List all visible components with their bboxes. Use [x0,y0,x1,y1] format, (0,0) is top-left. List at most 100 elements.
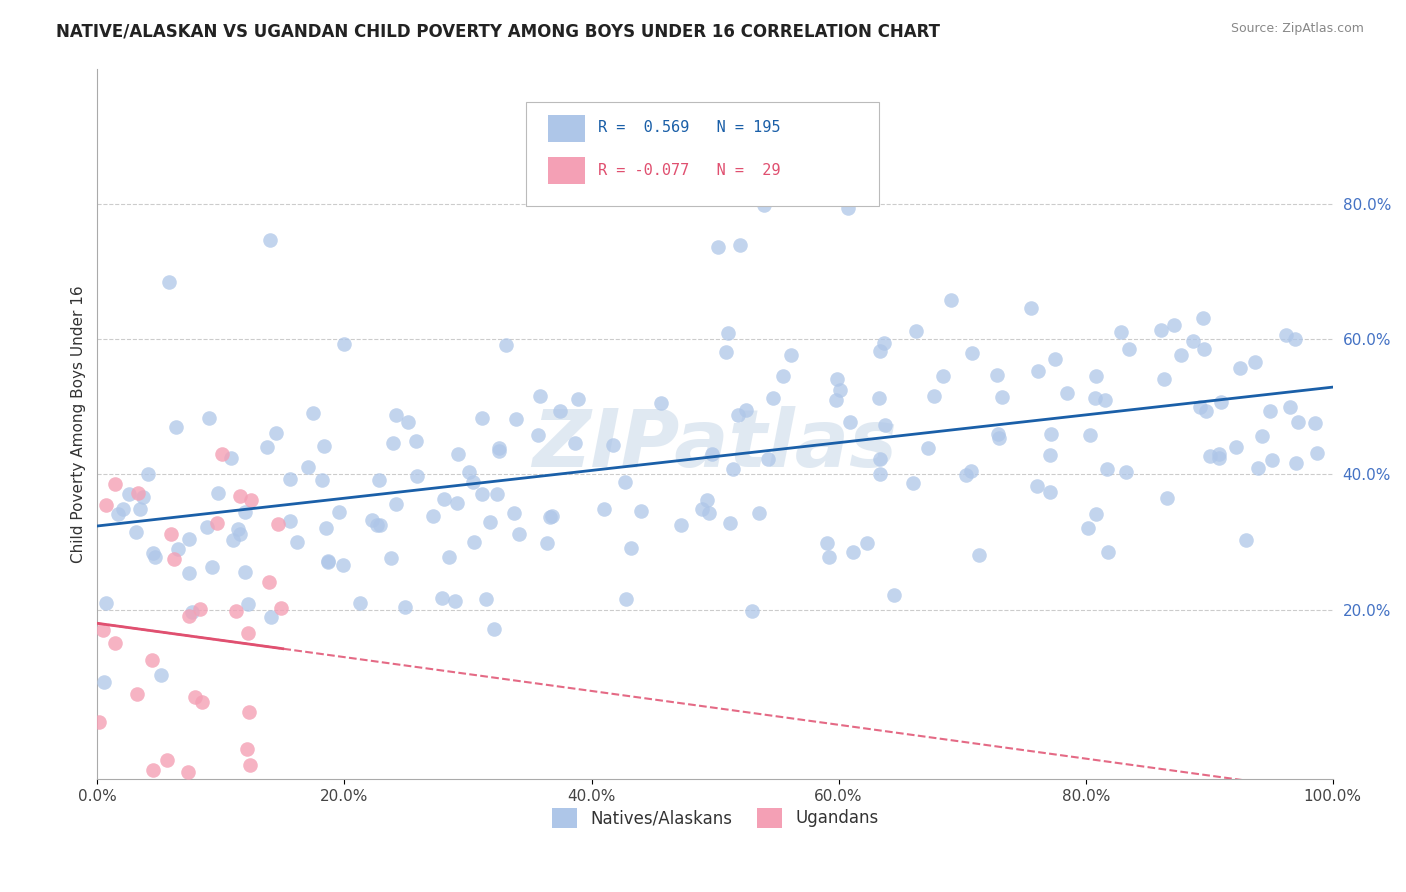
Point [1150,323,1173,337]
Point [165,420,187,434]
Point [1275,328,1298,343]
Point [226,523,249,537]
Point [1153,372,1175,386]
Point [125,524,148,539]
Point [205,516,228,530]
Point [772,369,794,384]
Point [260,609,283,624]
Text: R = -0.077   N =  29: R = -0.077 N = 29 [598,162,780,178]
Point [1261,453,1284,467]
Point [1286,415,1309,429]
Point [1170,348,1192,362]
Point [1095,462,1118,476]
Point [444,594,467,608]
Point [1209,395,1232,409]
Point [955,467,977,482]
Point [868,391,890,405]
Point [1097,545,1119,559]
Point [406,469,429,483]
Point [188,601,211,615]
Point [207,486,229,500]
Point [177,566,200,580]
Point [219,451,242,466]
Point [697,507,720,521]
Point [873,417,896,432]
Point [1258,404,1281,418]
Text: NATIVE/ALASKAN VS UGANDAN CHILD POVERTY AMONG BOYS UNDER 16 CORRELATION CHART: NATIVE/ALASKAN VS UGANDAN CHILD POVERTY … [56,22,941,40]
Point [733,135,755,149]
Point [446,496,468,510]
Point [315,521,337,535]
Point [191,695,214,709]
Point [837,201,859,215]
Point [839,415,862,429]
Point [1251,429,1274,443]
Point [614,592,637,607]
Point [728,238,751,252]
Point [1284,456,1306,470]
Point [924,389,946,403]
Point [748,506,770,520]
Point [602,438,624,452]
Point [1026,479,1049,493]
Point [495,338,517,352]
Point [1094,393,1116,408]
Point [529,389,551,403]
Point [463,534,485,549]
Point [564,435,586,450]
Point [707,239,730,253]
Point [1194,343,1216,357]
Point [256,440,278,454]
Point [236,742,259,756]
Point [842,544,865,558]
Point [901,476,924,491]
Point [128,501,150,516]
Point [614,475,637,489]
Point [717,326,740,341]
Point [727,408,749,422]
Point [1077,521,1099,535]
Point [883,588,905,602]
Point [1305,446,1327,460]
Point [967,548,990,562]
Point [301,406,323,420]
Point [311,473,333,487]
Point [136,467,159,481]
Point [422,509,444,524]
Point [488,442,510,456]
Point [366,517,388,532]
Point [779,348,801,362]
Point [752,198,775,212]
Point [236,598,259,612]
Point [195,520,218,534]
Point [1303,417,1326,431]
Y-axis label: Child Poverty Among Boys Under 16: Child Poverty Among Boys Under 16 [72,285,86,563]
Point [990,390,1012,404]
FancyBboxPatch shape [526,102,879,206]
Point [696,493,718,508]
Point [741,604,763,618]
Point [236,626,259,640]
Point [756,451,779,466]
Point [1192,310,1215,325]
Point [201,560,224,574]
Point [508,527,530,541]
Text: R =  0.569   N = 195: R = 0.569 N = 195 [598,120,780,135]
Point [1118,342,1140,356]
Point [104,636,127,650]
Point [225,604,247,618]
Point [1163,318,1185,333]
Point [94,596,117,610]
Point [931,368,953,383]
Point [177,765,200,780]
Point [229,489,252,503]
Point [1056,386,1078,401]
Point [141,653,163,667]
Point [162,552,184,566]
Point [463,475,485,490]
Point [474,592,496,607]
Point [198,410,221,425]
Point [917,441,939,455]
Point [1084,507,1107,521]
Point [986,368,1008,382]
